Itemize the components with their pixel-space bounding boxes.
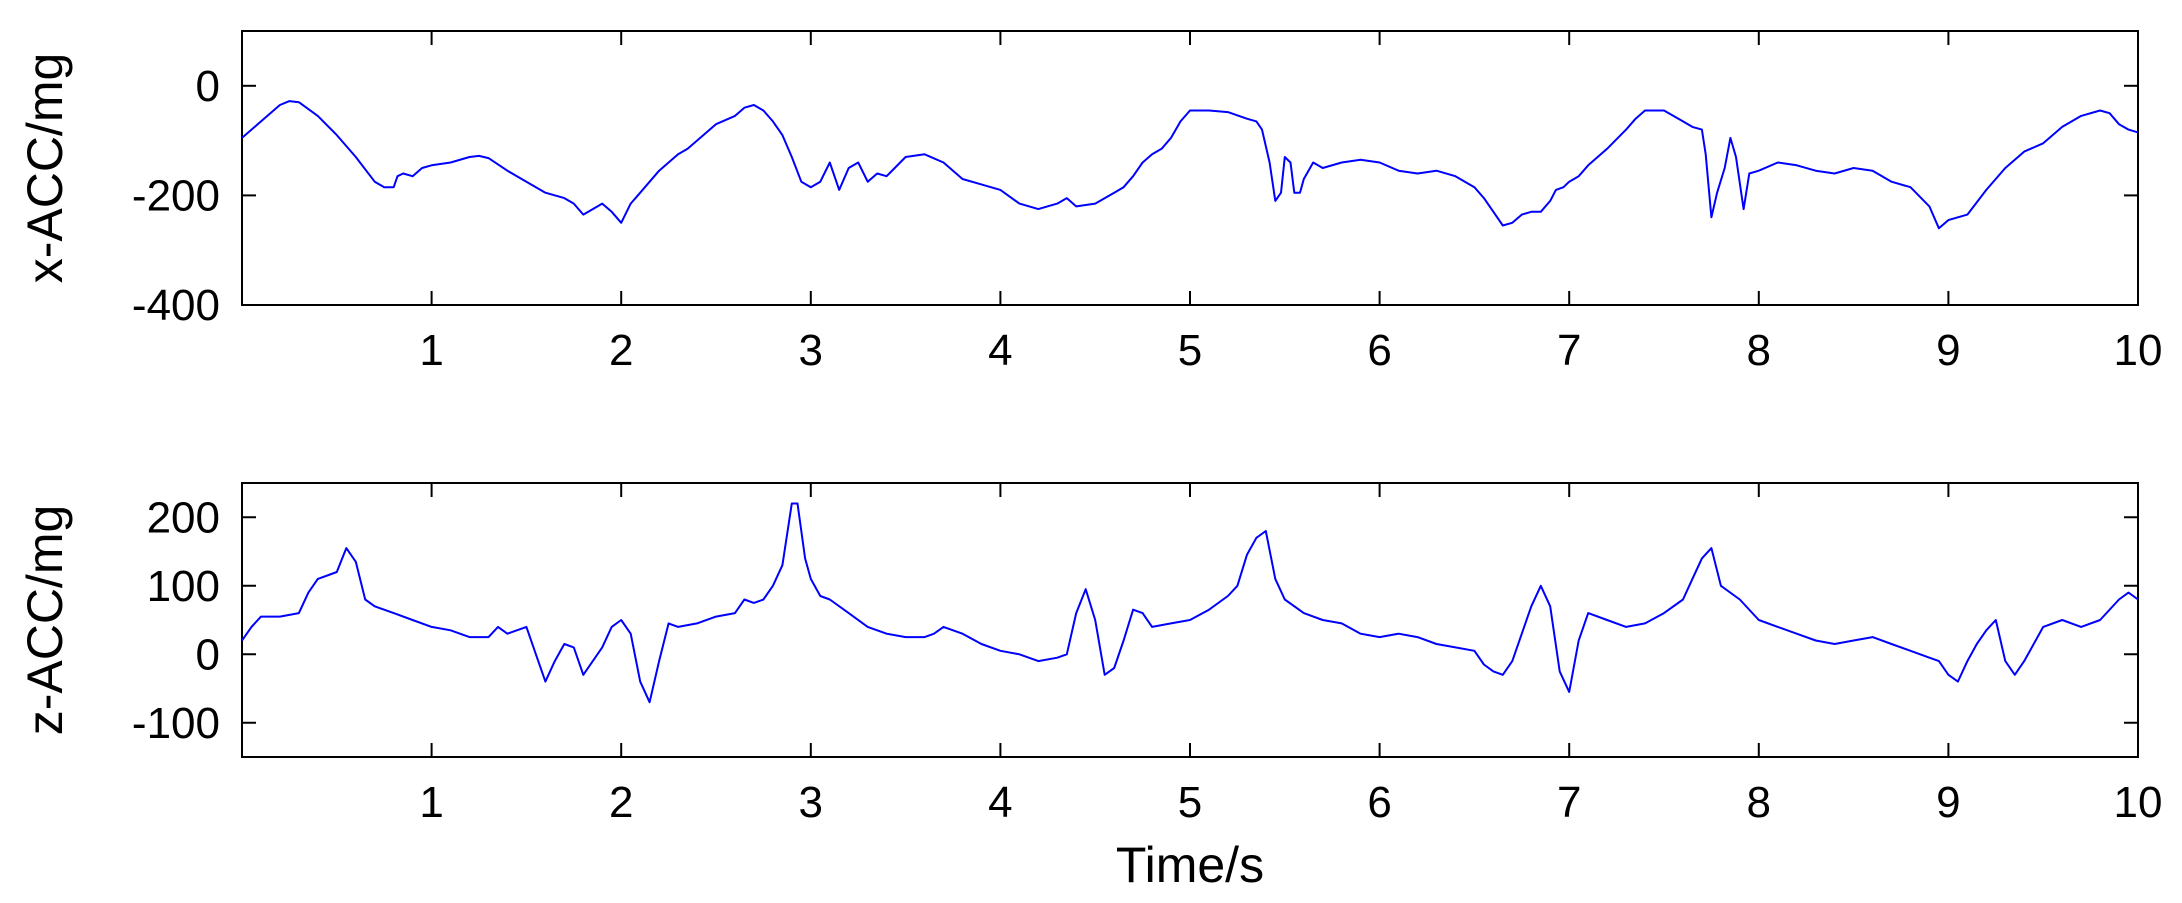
series-line: [241, 100, 2139, 230]
x-tick-label: 9: [1936, 778, 1960, 827]
y-tick-label: 0: [196, 62, 220, 111]
y-tick-label: -200: [132, 171, 220, 220]
x-tick-label: 4: [988, 778, 1012, 827]
x-tick-label: 7: [1557, 326, 1581, 375]
x-tick-label: 10: [2114, 778, 2163, 827]
x-tick-label: 3: [799, 778, 823, 827]
x-tick-label: 8: [1747, 778, 1771, 827]
z-acc-chart: 1 2 3 4 5 6 7 8 9 10 -100 0 100 200 z-ACC/mg Time/s: [17, 482, 2163, 893]
y-axis-label: z-ACC/mg: [17, 505, 73, 736]
x-tick-label: 1: [419, 326, 443, 375]
x-tick-label: 3: [799, 326, 823, 375]
x-tick-label: 9: [1936, 326, 1960, 375]
x-tick-label: 1: [419, 778, 443, 827]
x-acc-chart: 1 2 3 4 5 6 7 8 9 10 -400 -200 0 x-ACC/mg: [17, 30, 2163, 375]
x-tick-label: 5: [1178, 326, 1202, 375]
y-tick-label: -400: [132, 281, 220, 330]
x-axis-label: Time/s: [1116, 837, 1264, 893]
y-tick-label: 0: [196, 630, 220, 679]
x-tick-label: 2: [609, 778, 633, 827]
y-tick-label: 200: [147, 493, 220, 542]
x-tick-label: 6: [1367, 326, 1391, 375]
x-tick-label: 10: [2114, 326, 2163, 375]
x-tick-label: 8: [1747, 326, 1771, 375]
x-tick-label: 4: [988, 326, 1012, 375]
series-line: [241, 502, 2139, 704]
x-tick-label: 2: [609, 326, 633, 375]
y-tick-label: -100: [132, 699, 220, 748]
x-tick-label: 6: [1367, 778, 1391, 827]
x-tick-label: 5: [1178, 778, 1202, 827]
y-tick-label: 100: [147, 562, 220, 611]
x-tick-label: 7: [1557, 778, 1581, 827]
y-axis-label: x-ACC/mg: [17, 53, 73, 284]
